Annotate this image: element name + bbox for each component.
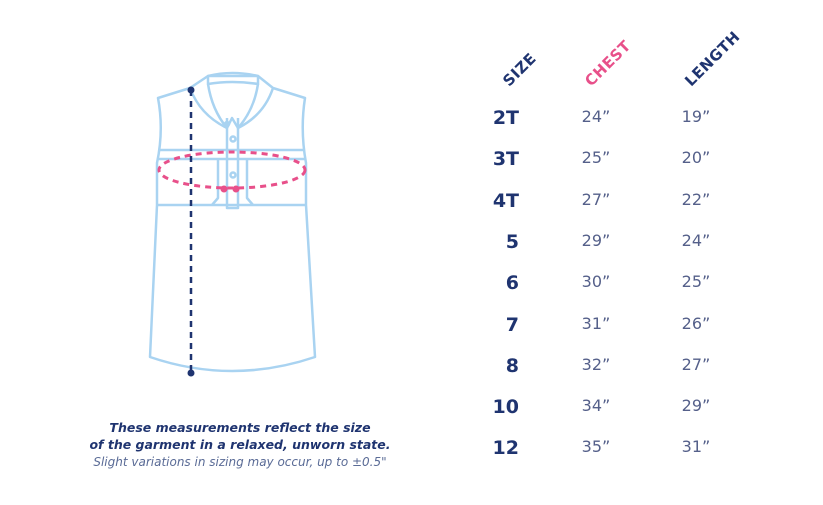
chest-cell: 31” — [581, 313, 611, 333]
chest-cell: 29” — [581, 230, 611, 250]
measurement-note: These measurements reflect the size of t… — [60, 419, 420, 453]
note-line-1: These measurements reflect the size — [109, 420, 371, 435]
size-cell: 4T — [492, 189, 519, 212]
size-cell: 7 — [505, 313, 519, 336]
chest-cell: 30” — [581, 272, 611, 292]
length-cell: 26” — [681, 313, 711, 333]
chest-measurement — [157, 150, 307, 193]
chest-cell: 34” — [581, 396, 611, 416]
size-cell: 10 — [492, 396, 519, 419]
size-cell: 2T — [492, 107, 519, 129]
size-cell: 12 — [492, 437, 519, 460]
chest-cell: 27” — [581, 189, 611, 209]
note-line-2: of the garment in a relaxed, unworn stat… — [89, 437, 391, 452]
size-cell: 8 — [505, 354, 519, 377]
length-measurement — [187, 86, 195, 377]
length-cell: 19” — [681, 107, 711, 126]
chest-cell: 32” — [581, 354, 611, 374]
shirt-outline — [148, 71, 317, 373]
variation-note: Slight variations in sizing may occur, u… — [93, 455, 387, 469]
length-cell: 31” — [681, 437, 711, 457]
length-cell: 20” — [681, 148, 711, 168]
chest-cell: 24” — [581, 107, 611, 126]
size-cell: 6 — [505, 272, 519, 295]
chest-cell: 25” — [581, 148, 611, 168]
length-cell: 25” — [681, 272, 711, 292]
size-cell: 5 — [505, 230, 519, 253]
length-cell: 22” — [681, 189, 711, 209]
length-cell: 29” — [681, 396, 711, 416]
length-cell: 24” — [681, 230, 711, 250]
length-cell: 27” — [681, 354, 711, 374]
size-cell: 3T — [492, 148, 519, 171]
chest-cell: 35” — [581, 437, 611, 457]
